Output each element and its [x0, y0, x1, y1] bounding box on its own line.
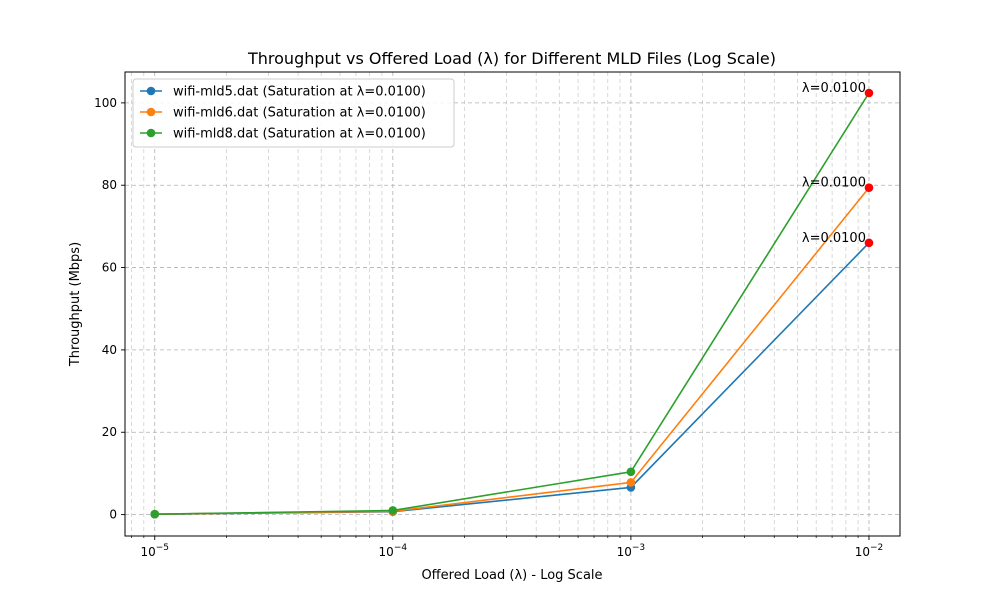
data-point — [626, 467, 636, 477]
series-line — [154, 92, 870, 515]
chart-title: Throughput vs Offered Load (λ) for Diffe… — [247, 49, 776, 68]
saturation-point — [864, 183, 874, 192]
legend-marker — [146, 107, 156, 117]
grid — [125, 72, 900, 536]
legend-marker — [146, 86, 156, 96]
x-tick-label: 10−4 — [379, 543, 408, 559]
series-layer — [150, 88, 874, 519]
legend-label: wifi-mld8.dat (Saturation at λ=0.0100) — [173, 127, 426, 142]
legend-label: wifi-mld6.dat (Saturation at λ=0.0100) — [173, 106, 426, 121]
saturation-point — [864, 238, 874, 248]
x-tick-label: 10−2 — [855, 543, 884, 559]
ticks: 10−5 10−4 10−3 10−2 0 20 40 60 80 100 — [94, 96, 883, 559]
x-tick-label: 10−5 — [140, 543, 169, 559]
legend-marker — [146, 128, 156, 138]
legend-item: wifi-mld6.dat (Saturation at λ=0.0100) — [140, 106, 426, 121]
annotations: λ=0.0100 λ=0.0100 λ=0.0100 — [802, 81, 866, 246]
data-point — [626, 478, 636, 487]
saturation-annotation: λ=0.0100 — [802, 81, 866, 96]
legend-box — [132, 78, 455, 148]
legend-item: wifi-mld5.dat (Saturation at λ=0.0100) — [140, 85, 426, 100]
y-tick-label: 60 — [102, 261, 117, 275]
y-tick-label: 100 — [94, 96, 117, 110]
plot-frame — [124, 71, 901, 537]
data-point — [388, 506, 398, 515]
legend-label: wifi-mld5.dat (Saturation at λ=0.0100) — [173, 85, 426, 100]
saturation-annotation: λ=0.0100 — [802, 231, 866, 246]
y-tick-label: 20 — [102, 425, 117, 439]
saturation-annotation: λ=0.0100 — [802, 176, 866, 191]
legend: wifi-mld5.dat (Saturation at λ=0.0100) wi… — [132, 78, 455, 148]
saturation-point — [864, 88, 874, 98]
x-axis-label: Offered Load (λ) - Log Scale — [421, 568, 602, 583]
y-tick-label: 40 — [102, 343, 117, 357]
y-tick-label: 0 — [109, 508, 117, 522]
data-point — [150, 509, 160, 519]
y-axis-label: Throughput (Mbps) — [68, 242, 83, 367]
y-tick-label: 80 — [102, 178, 117, 192]
x-tick-label: 10−3 — [617, 543, 646, 559]
series-3 — [150, 88, 874, 519]
legend-item: wifi-mld8.dat (Saturation at λ=0.0100) — [140, 127, 426, 142]
